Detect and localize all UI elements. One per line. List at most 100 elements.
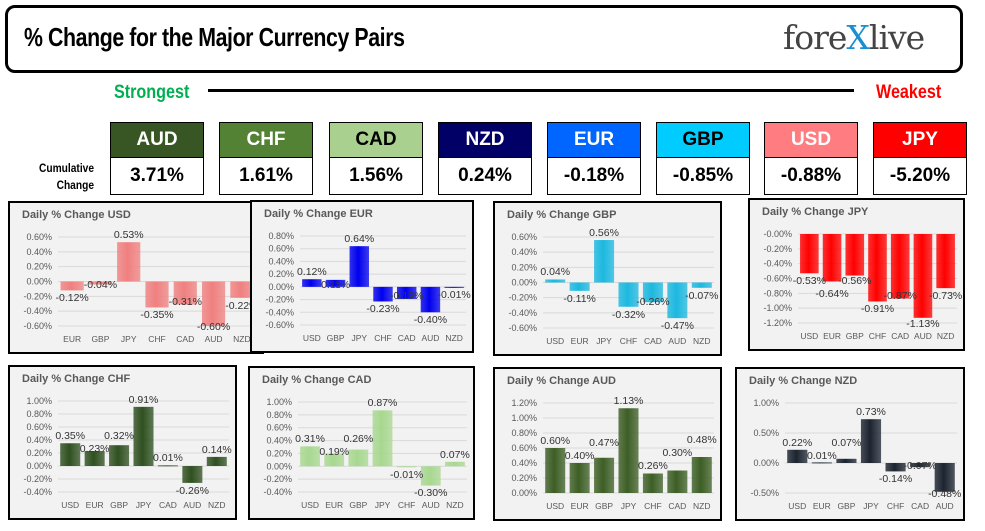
data-label: -0.26% [636,296,669,308]
chart-plot: -0.60% -0.40% -0.20% 0.00% 0.20% 0.40% 0.60% EU… [23,229,258,344]
y-tick-label: -0.40% [23,487,52,497]
bar [420,286,441,313]
currency-header: NZD [439,123,531,158]
currency-header: EUR [548,123,640,158]
data-label: -1.13% [906,318,939,330]
x-tick-label: JPY [121,334,137,344]
data-label: 0.48% [687,434,717,446]
x-tick-label: JPY [136,500,152,510]
data-label: 0.73% [856,406,886,418]
cumulative-label-line2: Change [56,178,94,192]
data-label: 0.40% [565,450,595,462]
x-tick-label: GBP [110,500,128,510]
data-label: 0.30% [662,447,692,459]
chart-plot: -0.40% -0.20% 0.00% 0.20% 0.40% 0.60% 0.80% 1.0… [263,397,469,510]
x-tick-label: GBP [846,331,864,341]
bar [182,466,203,483]
x-tick-label: JPY [596,336,612,346]
bar [860,419,882,463]
x-tick-label: NZD [208,500,225,510]
y-tick-label: 0.00% [266,461,292,471]
title-banner: % Change for the Major Currency Pairs fo… [5,5,963,73]
y-tick-label: -1.20% [763,318,792,328]
data-label: 0.11% [321,279,350,291]
data-label: -0.56% [838,275,871,287]
y-tick-label: 0.40% [268,256,294,266]
y-tick-label: 0.60% [26,232,52,242]
bar [145,281,169,308]
x-tick-label: EUR [823,331,841,341]
bar [890,234,910,299]
bar [173,281,197,305]
bar [302,279,322,287]
y-tick-label: -0.80% [763,288,792,298]
x-tick-label: CAD [644,336,662,346]
bar [60,443,81,466]
bar [325,279,346,287]
data-label: -0.31% [169,296,202,308]
x-tick-label: EUR [813,501,831,511]
bar [230,281,254,298]
data-label: 0.53% [114,229,144,241]
x-tick-label: USD [800,331,818,341]
data-label: -0.19% [390,290,423,302]
x-tick-label: JPY [863,501,879,511]
currency-header: GBP [657,123,749,158]
chart-eur: Daily % Change EUR -0.60% -0.40% -0.20% 0.00… [250,200,474,353]
y-tick-label: 0.40% [26,247,52,257]
y-tick-label: 0.60% [511,232,537,242]
data-label: -0.87% [884,290,917,302]
data-label: -0.40% [414,314,447,326]
x-tick-label: JPY [375,500,391,510]
y-tick-label: 0.80% [268,231,294,241]
x-tick-label: USD [546,336,564,346]
bar [913,234,933,318]
bar [667,470,688,493]
data-label: 1.13% [614,395,644,407]
data-label: -0.07% [685,290,718,302]
bar [811,462,832,464]
bar [201,281,226,326]
y-tick-label: -0.60% [265,320,294,330]
cumulative-value: -0.18% [548,158,640,194]
x-tick-label: AUD [936,501,954,511]
x-tick-label: AUD [183,500,201,510]
x-tick-label: EUR [571,501,589,511]
x-tick-label: AUD [422,500,440,510]
x-tick-label: CAD [668,501,686,511]
data-label: 0.04% [540,266,570,278]
y-tick-label: -0.20% [265,295,294,305]
x-tick-label: GBP [327,333,345,343]
data-label: -0.30% [414,487,447,499]
y-tick-label: -0.20% [763,244,792,254]
y-tick-label: 0.20% [511,473,537,483]
y-tick-label: 1.00% [26,396,52,406]
data-label: 0.91% [129,394,159,406]
y-tick-label: -0.60% [508,323,537,333]
data-label: -0.60% [197,321,230,333]
cumulative-value: 1.61% [220,158,312,194]
cumulative-box-gbp: GBP -0.85% [656,122,750,195]
y-tick-label: 0.00% [26,461,52,471]
data-label: 0.22% [782,437,812,449]
bar [88,281,113,285]
bar [787,449,808,463]
y-tick-label: -0.60% [23,321,52,331]
chart-gbp: Daily % Change GBP -0.60% -0.40% -0.20% 0.00… [493,201,722,356]
cumulative-box-nzd: NZD 0.24% [438,122,532,195]
cumulative-label-line1: Cumulative [39,161,94,175]
data-label: 0.01% [807,450,837,462]
x-tick-label: USD [788,501,806,511]
cumulative-value: 1.56% [330,158,422,194]
bar [206,456,227,466]
y-tick-label: -0.00% [763,229,792,239]
data-label: -0.26% [176,485,209,497]
chart-title: Daily % Change CAD [262,374,372,386]
y-tick-label: 0.40% [266,436,292,446]
bar [822,234,842,282]
bar [569,282,590,291]
x-tick-label: NZD [445,333,462,343]
y-tick-label: -0.60% [763,274,792,284]
bar [691,282,712,288]
